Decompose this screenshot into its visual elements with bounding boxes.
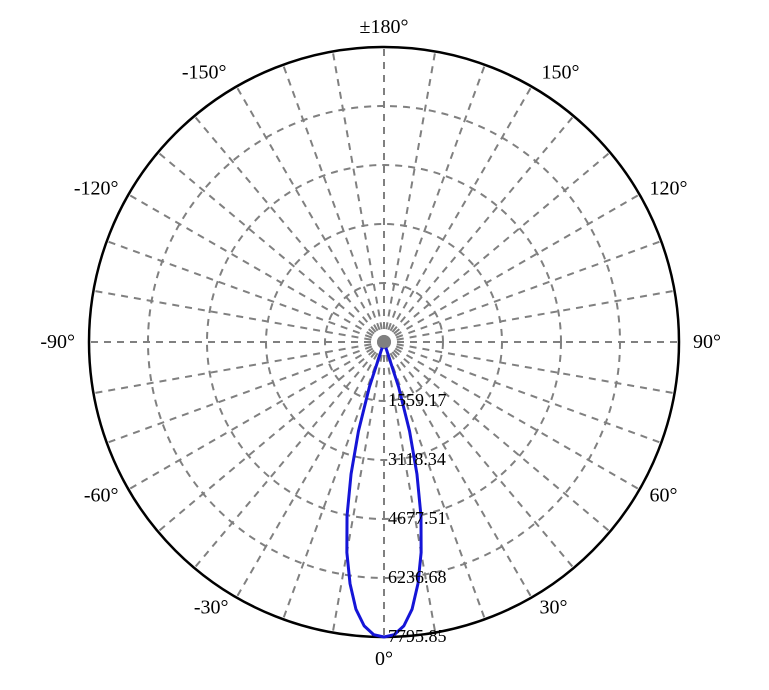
angle-label: ±180° bbox=[360, 16, 409, 38]
polar-chart: 1559.17 3118.34 4677.51 6236.68 7795.85 ±180°… bbox=[0, 0, 769, 690]
angle-label: -60° bbox=[84, 485, 119, 507]
radial-label: 1559.17 bbox=[388, 390, 447, 410]
angle-label: -30° bbox=[194, 596, 229, 618]
radial-label: 4677.51 bbox=[388, 508, 447, 528]
angle-label: -90° bbox=[40, 331, 75, 353]
angle-label: -120° bbox=[74, 178, 119, 200]
angle-label: 0° bbox=[375, 648, 393, 670]
angle-label: 30° bbox=[540, 596, 568, 618]
angle-label: 90° bbox=[693, 331, 721, 353]
angle-label: 60° bbox=[649, 485, 677, 507]
angle-label: 120° bbox=[649, 178, 687, 200]
angle-label: 150° bbox=[542, 62, 580, 84]
radial-label: 3118.34 bbox=[388, 449, 446, 469]
angle-label: -150° bbox=[182, 62, 227, 84]
center-dot bbox=[378, 336, 390, 348]
radial-label: 6236.68 bbox=[388, 567, 447, 587]
polar-svg: 1559.17 3118.34 4677.51 6236.68 7795.85 ±180°… bbox=[0, 0, 769, 690]
radial-label: 7795.85 bbox=[388, 626, 447, 646]
